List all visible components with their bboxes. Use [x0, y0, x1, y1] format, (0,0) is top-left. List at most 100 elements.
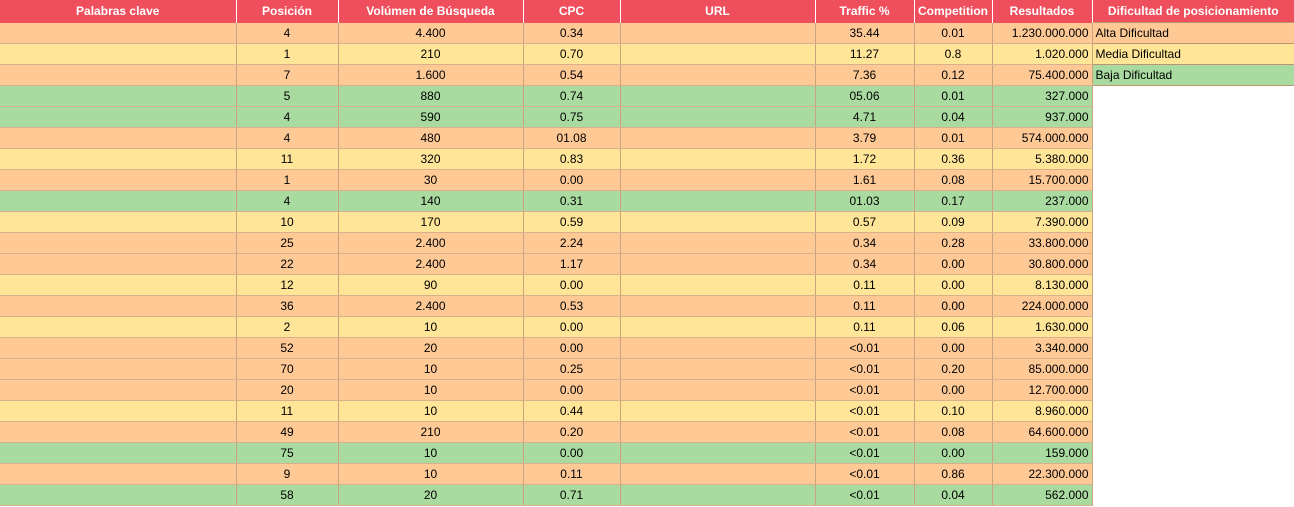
- volume-cell[interactable]: 210: [338, 421, 524, 443]
- empty-cell[interactable]: [1092, 295, 1294, 317]
- results-cell[interactable]: 22.300.000: [992, 463, 1093, 485]
- cpc-cell[interactable]: 0.44: [523, 400, 621, 422]
- url-cell[interactable]: [620, 106, 816, 128]
- competition-cell[interactable]: 0.00: [914, 337, 993, 359]
- results-cell[interactable]: 937.000: [992, 106, 1093, 128]
- url-cell[interactable]: [620, 253, 816, 275]
- competition-cell[interactable]: 0.00: [914, 274, 993, 296]
- competition-cell[interactable]: 0.01: [914, 22, 993, 44]
- position-cell[interactable]: 5: [236, 85, 339, 107]
- header-url[interactable]: URL: [620, 0, 816, 23]
- results-cell[interactable]: 33.800.000: [992, 232, 1093, 254]
- keyword-cell[interactable]: [0, 379, 237, 401]
- results-cell[interactable]: 7.390.000: [992, 211, 1093, 233]
- competition-cell[interactable]: 0.20: [914, 358, 993, 380]
- url-cell[interactable]: [620, 316, 816, 338]
- competition-cell[interactable]: 0.10: [914, 400, 993, 422]
- volume-cell[interactable]: 10: [338, 442, 524, 464]
- results-cell[interactable]: 30.800.000: [992, 253, 1093, 275]
- competition-cell[interactable]: 0.08: [914, 421, 993, 443]
- results-cell[interactable]: 327.000: [992, 85, 1093, 107]
- volume-cell[interactable]: 10: [338, 379, 524, 401]
- competition-cell[interactable]: 0.00: [914, 295, 993, 317]
- competition-cell[interactable]: 0.04: [914, 106, 993, 128]
- results-cell[interactable]: 159.000: [992, 442, 1093, 464]
- results-cell[interactable]: 1.630.000: [992, 316, 1093, 338]
- results-cell[interactable]: 574.000.000: [992, 127, 1093, 149]
- volume-cell[interactable]: 10: [338, 358, 524, 380]
- position-cell[interactable]: 2: [236, 316, 339, 338]
- empty-cell[interactable]: [1092, 400, 1294, 422]
- keyword-cell[interactable]: [0, 463, 237, 485]
- traffic-cell[interactable]: <0.01: [815, 484, 915, 506]
- keyword-cell[interactable]: [0, 295, 237, 317]
- results-cell[interactable]: 5.380.000: [992, 148, 1093, 170]
- url-cell[interactable]: [620, 484, 816, 506]
- competition-cell[interactable]: 0.01: [914, 85, 993, 107]
- traffic-cell[interactable]: <0.01: [815, 337, 915, 359]
- cpc-cell[interactable]: 01.08: [523, 127, 621, 149]
- legend-media[interactable]: Media Dificultad: [1091, 43, 1294, 65]
- position-cell[interactable]: 49: [236, 421, 339, 443]
- cpc-cell[interactable]: 0.53: [523, 295, 621, 317]
- competition-cell[interactable]: 0.00: [914, 379, 993, 401]
- url-cell[interactable]: [620, 22, 816, 44]
- cpc-cell[interactable]: 0.00: [523, 316, 621, 338]
- traffic-cell[interactable]: 0.34: [815, 232, 915, 254]
- traffic-cell[interactable]: 1.72: [815, 148, 915, 170]
- volume-cell[interactable]: 10: [338, 316, 524, 338]
- header-competition[interactable]: Competition: [914, 0, 993, 23]
- competition-cell[interactable]: 0.00: [914, 442, 993, 464]
- cpc-cell[interactable]: 0.75: [523, 106, 621, 128]
- keyword-cell[interactable]: [0, 484, 237, 506]
- volume-cell[interactable]: 140: [338, 190, 524, 212]
- volume-cell[interactable]: 880: [338, 85, 524, 107]
- position-cell[interactable]: 36: [236, 295, 339, 317]
- header-results[interactable]: Resultados: [992, 0, 1093, 23]
- cpc-cell[interactable]: 0.31: [523, 190, 621, 212]
- volume-cell[interactable]: 90: [338, 274, 524, 296]
- competition-cell[interactable]: 0.04: [914, 484, 993, 506]
- traffic-cell[interactable]: 0.57: [815, 211, 915, 233]
- url-cell[interactable]: [620, 421, 816, 443]
- traffic-cell[interactable]: 3.79: [815, 127, 915, 149]
- results-cell[interactable]: 224.000.000: [992, 295, 1093, 317]
- results-cell[interactable]: 15.700.000: [992, 169, 1093, 191]
- traffic-cell[interactable]: 0.11: [815, 274, 915, 296]
- volume-cell[interactable]: 170: [338, 211, 524, 233]
- results-cell[interactable]: 3.340.000: [992, 337, 1093, 359]
- position-cell[interactable]: 4: [236, 22, 339, 44]
- results-cell[interactable]: 75.400.000: [992, 64, 1093, 86]
- cpc-cell[interactable]: 0.00: [523, 442, 621, 464]
- url-cell[interactable]: [620, 127, 816, 149]
- position-cell[interactable]: 4: [236, 190, 339, 212]
- cpc-cell[interactable]: 0.11: [523, 463, 621, 485]
- position-cell[interactable]: 75: [236, 442, 339, 464]
- volume-cell[interactable]: 590: [338, 106, 524, 128]
- empty-cell[interactable]: [1092, 337, 1294, 359]
- position-cell[interactable]: 12: [236, 274, 339, 296]
- url-cell[interactable]: [620, 85, 816, 107]
- keyword-cell[interactable]: [0, 358, 237, 380]
- keyword-cell[interactable]: [0, 421, 237, 443]
- cpc-cell[interactable]: 0.20: [523, 421, 621, 443]
- position-cell[interactable]: 70: [236, 358, 339, 380]
- cpc-cell[interactable]: 0.00: [523, 337, 621, 359]
- volume-cell[interactable]: 20: [338, 484, 524, 506]
- position-cell[interactable]: 7: [236, 64, 339, 86]
- position-cell[interactable]: 22: [236, 253, 339, 275]
- position-cell[interactable]: 20: [236, 379, 339, 401]
- volume-cell[interactable]: 1.600: [338, 64, 524, 86]
- header-traffic[interactable]: Traffic %: [815, 0, 915, 23]
- position-cell[interactable]: 4: [236, 106, 339, 128]
- position-cell[interactable]: 9: [236, 463, 339, 485]
- header-cpc[interactable]: CPC: [523, 0, 621, 23]
- traffic-cell[interactable]: <0.01: [815, 442, 915, 464]
- competition-cell[interactable]: 0.86: [914, 463, 993, 485]
- url-cell[interactable]: [620, 295, 816, 317]
- legend-baja[interactable]: Baja Dificultad: [1091, 64, 1294, 86]
- url-cell[interactable]: [620, 43, 816, 65]
- url-cell[interactable]: [620, 169, 816, 191]
- keyword-cell[interactable]: [0, 43, 237, 65]
- results-cell[interactable]: 562.000: [992, 484, 1093, 506]
